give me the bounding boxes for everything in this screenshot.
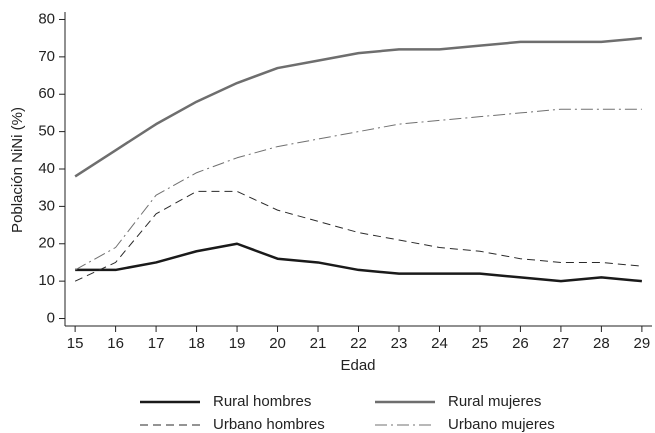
x-tick-label: 25	[472, 335, 489, 352]
x-tick-label: 15	[67, 335, 84, 352]
y-axis-label: Población NiNi (%)	[9, 107, 26, 233]
legend-label: Urbano hombres	[213, 416, 325, 433]
x-tick-label: 19	[229, 335, 246, 352]
y-tick-label: 10	[38, 272, 55, 289]
x-tick-label: 28	[593, 335, 610, 352]
series-line	[74, 108, 642, 271]
y-tick-label: 50	[38, 123, 55, 140]
legend-label: Rural mujeres	[448, 393, 541, 410]
x-tick-label: 22	[350, 335, 367, 352]
x-tick-label: 27	[553, 335, 570, 352]
legend-label: Rural hombres	[213, 393, 311, 410]
y-tick-label: 30	[38, 197, 55, 214]
x-tick-label: 29	[634, 335, 651, 352]
x-tick-label: 16	[107, 335, 124, 352]
y-tick-label: 40	[38, 160, 55, 177]
x-tick-label: 21	[310, 335, 327, 352]
series-line	[75, 242, 642, 283]
x-tick-label: 26	[512, 335, 529, 352]
legend-label: Urbano mujeres	[448, 416, 555, 433]
x-tick-label: 23	[391, 335, 408, 352]
y-tick-label: 80	[38, 10, 55, 27]
x-tick-label: 18	[188, 335, 205, 352]
x-tick-label: 24	[431, 335, 448, 352]
x-tick-label: 20	[269, 335, 286, 352]
x-tick-label: 17	[148, 335, 165, 352]
y-tick-label: 20	[38, 235, 55, 252]
y-tick-label: 0	[47, 309, 55, 326]
x-axis-label: Edad	[340, 357, 375, 374]
series-line	[74, 190, 642, 282]
series-line	[74, 36, 642, 178]
y-tick-label: 60	[38, 85, 55, 102]
y-tick-label: 70	[38, 48, 55, 65]
